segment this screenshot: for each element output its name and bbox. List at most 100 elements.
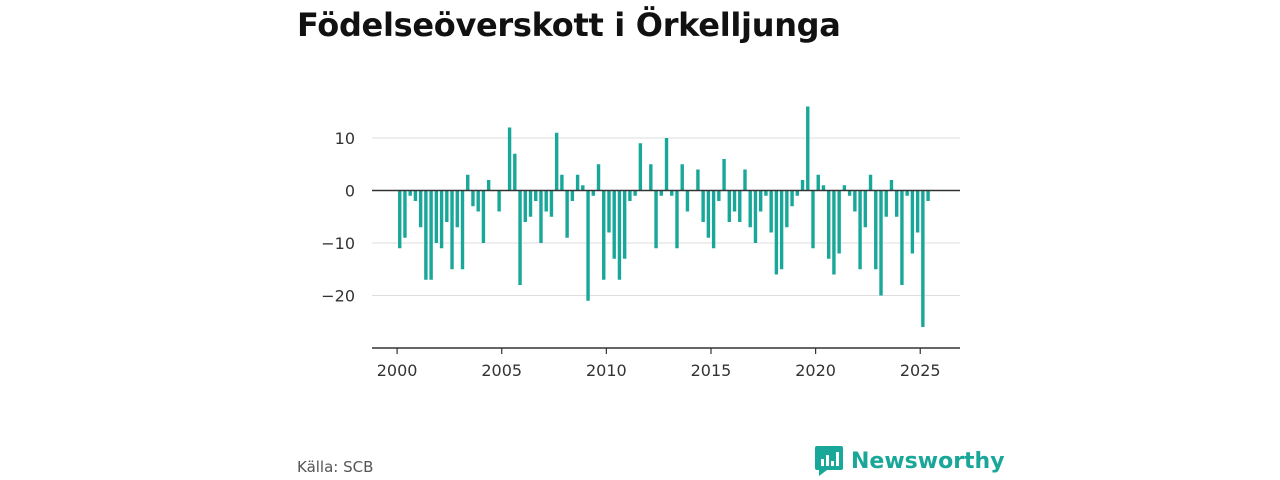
- bar: [455, 190, 459, 228]
- bar: [806, 106, 810, 191]
- bar: [523, 190, 527, 222]
- bar: [539, 190, 543, 243]
- bar: [413, 190, 418, 201]
- bar: [769, 190, 773, 233]
- bar: [743, 169, 747, 191]
- bar: [879, 190, 883, 296]
- bar: [439, 190, 444, 249]
- bar: [685, 190, 690, 212]
- bar: [727, 190, 731, 222]
- bar-chart: 10 0 −10 −20 2000 2005 2010 2015 2020 2025: [321, 106, 960, 380]
- bar: [424, 190, 428, 280]
- bar: [591, 190, 595, 196]
- bar: [785, 190, 789, 228]
- bar: [921, 190, 925, 327]
- bar: [821, 185, 826, 191]
- bar: [450, 190, 454, 270]
- bar: [874, 190, 878, 270]
- bar: [722, 159, 726, 191]
- bar: [434, 190, 439, 243]
- bar: [649, 164, 653, 191]
- bar: [612, 190, 616, 259]
- bar: [895, 190, 899, 217]
- bar: [654, 190, 658, 249]
- bar: [816, 174, 820, 191]
- bar: [800, 180, 805, 191]
- bar: [774, 190, 779, 275]
- bar: [607, 190, 611, 233]
- bar: [900, 190, 904, 285]
- bar: [926, 190, 930, 201]
- bar: [398, 190, 402, 249]
- bar: [486, 180, 491, 191]
- bar: [534, 190, 538, 201]
- brand-logo: Newsworthy: [815, 446, 1005, 476]
- bars: [398, 106, 930, 327]
- bar: [429, 190, 433, 280]
- source-note: Källa: SCB: [297, 458, 374, 476]
- bar: [408, 190, 412, 196]
- bar: [638, 143, 643, 191]
- bar: [738, 190, 742, 222]
- bar: [905, 190, 909, 196]
- bar: [418, 190, 423, 228]
- bar: [717, 190, 721, 201]
- bar: [732, 190, 737, 212]
- bar: [858, 190, 862, 270]
- bar: [706, 190, 711, 238]
- bar: [910, 190, 915, 254]
- bar: [596, 164, 601, 191]
- bar: [528, 190, 533, 217]
- bar: [847, 190, 852, 196]
- bar: [554, 132, 559, 191]
- bar: [915, 190, 920, 233]
- bar: [753, 190, 758, 243]
- bar: [795, 190, 800, 196]
- bar: [696, 169, 700, 191]
- bar: [790, 190, 794, 207]
- bar: [884, 190, 888, 217]
- newsworthy-logo-icon: [815, 446, 843, 476]
- y-tick-labels: 10 0 −10 −20: [321, 129, 355, 306]
- bar: [575, 174, 580, 191]
- bar: [837, 190, 841, 254]
- x-tick-label: 2000: [377, 361, 418, 380]
- bar: [403, 190, 407, 238]
- bar: [868, 174, 873, 191]
- bar: [779, 190, 784, 270]
- x-tick-label: 2005: [481, 361, 522, 380]
- bar: [570, 190, 575, 201]
- bar: [659, 190, 663, 196]
- bar: [832, 190, 836, 275]
- bar: [811, 190, 815, 249]
- bar: [586, 190, 590, 301]
- bar: [544, 190, 548, 212]
- bar: [518, 190, 522, 285]
- bar: [664, 138, 669, 191]
- bar: [633, 190, 637, 196]
- bar: [764, 190, 768, 196]
- y-tick-label: 10: [335, 129, 355, 148]
- axes: [372, 189, 960, 354]
- bar: [565, 190, 569, 238]
- bar: [581, 185, 585, 191]
- x-tick-label: 2020: [795, 361, 836, 380]
- y-tick-label: −20: [321, 287, 355, 306]
- x-tick-labels: 2000 2005 2010 2015 2020 2025: [377, 361, 941, 380]
- bar: [628, 190, 632, 201]
- bar: [481, 190, 486, 243]
- bar: [466, 174, 470, 191]
- bar: [748, 190, 752, 228]
- bar: [507, 127, 512, 191]
- y-tick-label: −10: [321, 234, 355, 253]
- bar: [853, 190, 857, 212]
- bar: [560, 174, 564, 191]
- bar: [460, 190, 465, 270]
- bar: [549, 190, 554, 217]
- brand-name: Newsworthy: [851, 448, 1005, 474]
- bar: [711, 190, 716, 249]
- x-tick-label: 2025: [900, 361, 941, 380]
- bar: [680, 164, 684, 191]
- bar: [513, 153, 517, 191]
- bar: [471, 190, 475, 207]
